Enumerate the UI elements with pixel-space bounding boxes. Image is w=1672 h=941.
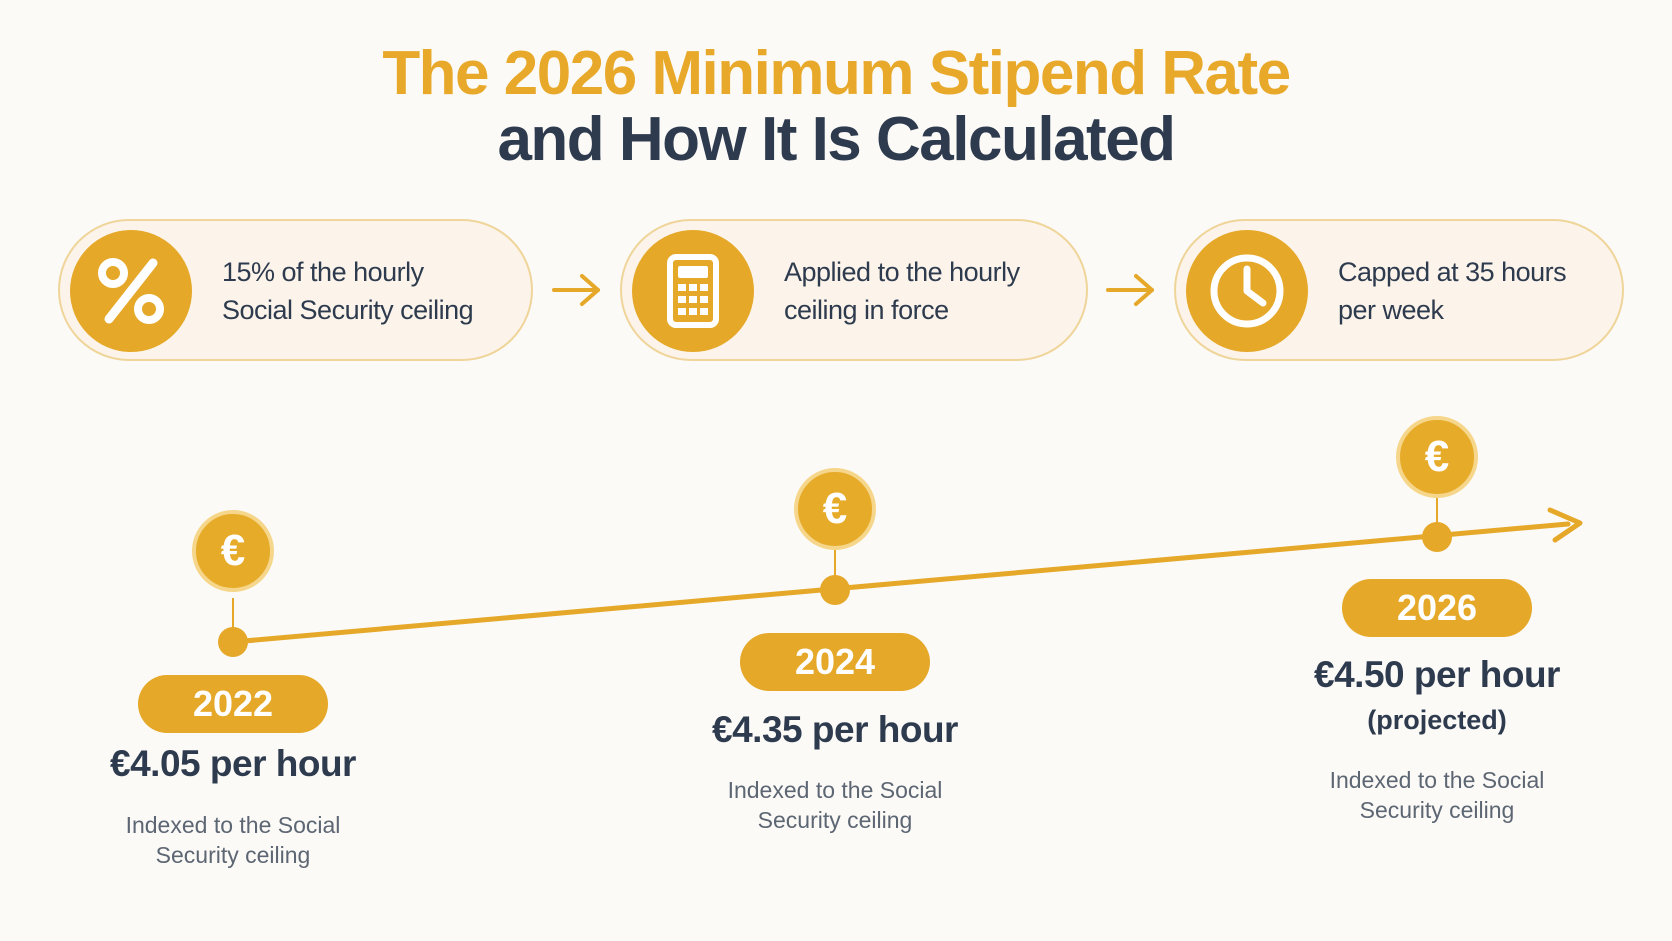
rate-note: Indexed to the Social Security ceiling [103, 810, 363, 870]
year-badge: 2022 [138, 675, 328, 733]
step-text-line-1: 15% of the hourly [222, 257, 424, 287]
step-text: 15% of the hourly Social Security ceilin… [222, 253, 522, 329]
rate-note: Indexed to the Social Security ceiling [705, 775, 965, 835]
timeline-dot [820, 575, 850, 605]
arrow-right-icon [552, 274, 600, 306]
step-text: Capped at 35 hours per week [1338, 253, 1638, 329]
rate-value: €4.05 per hour [110, 743, 356, 784]
step-text-line-2: ceiling in force [784, 295, 949, 325]
rate-value: €4.50 per hour [1314, 654, 1560, 695]
step-text-line-1: Capped at 35 hours [1338, 257, 1567, 287]
clock-icon [1186, 230, 1308, 352]
arrow-right-icon [1106, 274, 1154, 306]
euro-coin-icon: € [1396, 416, 1478, 498]
calculator-icon [632, 230, 754, 352]
percent-icon [70, 230, 192, 352]
projected-label: (projected) [1367, 705, 1507, 735]
rate-note-line-1: Indexed to the Social [1329, 767, 1545, 793]
rate-note: Indexed to the Social Security ceiling [1307, 765, 1567, 825]
step-text-line-2: Social Security ceiling [222, 295, 474, 325]
year-badge: 2024 [740, 633, 930, 691]
euro-coin-icon: € [192, 510, 274, 592]
rate-note-line-1: Indexed to the Social [727, 777, 943, 803]
step-card-percentage: 15% of the hourly Social Security ceilin… [58, 219, 533, 361]
rate-note-line-2: Security ceiling [757, 807, 913, 833]
timeline-dot [218, 627, 248, 657]
title-line-1: The 2026 Minimum Stipend Rate [382, 39, 1291, 108]
step-text: Applied to the hourly ceiling in force [784, 253, 1084, 329]
step-card-hours-cap: Capped at 35 hours per week [1174, 219, 1624, 361]
timeline-dot [1422, 522, 1452, 552]
rate-note-line-2: Security ceiling [155, 842, 311, 868]
step-card-ceiling: Applied to the hourly ceiling in force [620, 219, 1088, 361]
rate-note-line-2: Security ceiling [1359, 797, 1515, 823]
step-text-line-1: Applied to the hourly [784, 257, 1020, 287]
step-text-line-2: per week [1338, 295, 1444, 325]
year-badge: 2026 [1342, 579, 1532, 637]
title-line-2: and How It Is Calculated [497, 105, 1176, 174]
euro-coin-icon: € [794, 468, 876, 550]
rate-value: €4.35 per hour [712, 709, 958, 750]
rate-note-line-1: Indexed to the Social [125, 812, 341, 838]
